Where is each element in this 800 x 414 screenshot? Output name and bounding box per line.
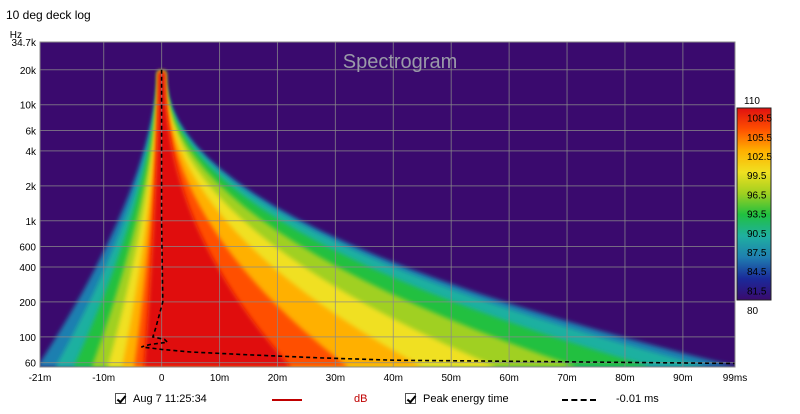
colorbar-max-label: 110	[744, 96, 760, 107]
x-tick-label: 60m	[499, 373, 518, 384]
peak-energy-checkbox[interactable]	[405, 393, 416, 404]
heat-band	[144, 71, 291, 367]
y-tick-label: 10k	[20, 101, 37, 112]
colorbar-min-label: 80	[747, 306, 759, 317]
peak-line-swatch	[562, 399, 596, 401]
colorbar	[736, 107, 772, 301]
colorbar-tick-label: 84.5	[747, 267, 767, 278]
x-tick-label: 30m	[326, 373, 345, 384]
colorbar-tick-label: 93.5	[747, 210, 767, 221]
series-visibility-checkbox[interactable]	[115, 393, 126, 404]
window-title: 10 deg deck log	[6, 8, 91, 22]
y-tick-label: 20k	[20, 66, 37, 77]
y-tick-label: 600	[19, 243, 36, 254]
grid-lines	[40, 42, 735, 367]
x-tick-label: -21m	[29, 373, 52, 384]
legend-bar: Aug 7 11:25:34 dB Peak energy time -0.01…	[0, 388, 800, 412]
x-tick-label: 80m	[615, 373, 634, 384]
peak-energy-value: -0.01 ms	[616, 393, 659, 405]
y-tick-label: 2k	[25, 182, 37, 193]
colorbar-ticks: 108.5 105.5 102.5 99.5 96.5 93.5 90.5 87.5 84.5 8…	[747, 114, 772, 298]
colorbar-tick-label: 90.5	[747, 229, 767, 240]
x-tick-label: -10m	[92, 373, 115, 384]
y-axis-ticks: 60 100 200 400 600 1k 2k 4k 6k 10k 20k 34.7k	[12, 38, 37, 370]
x-axis-ticks: -21m -10m 0 10m 20m 30m 40m 50m 60m 70m 80m 90m 99ms	[29, 373, 748, 384]
x-tick-label: 40m	[384, 373, 403, 384]
peak-energy-curve	[141, 69, 735, 365]
x-tick-label: 99ms	[723, 373, 747, 384]
y-tick-label: 6k	[25, 126, 37, 137]
series-line-swatch	[272, 399, 302, 401]
colorbar-tick-label: 105.5	[747, 133, 772, 144]
colorbar-tick-label: 81.5	[747, 286, 767, 297]
spectrogram-heatmap	[40, 71, 735, 367]
y-axis-unit-label: Hz	[10, 30, 22, 41]
chart-title: Spectrogram	[343, 51, 458, 73]
y-tick-label: 4k	[25, 147, 37, 158]
x-tick-label: 20m	[268, 373, 287, 384]
spectrogram-chart[interactable]: Spectrogram Hz 60 100 200 400 600 1k 2k 4k 6k 10k…	[0, 0, 800, 388]
units-label: dB	[354, 393, 368, 405]
x-tick-label: 70m	[557, 373, 576, 384]
colorbar-tick-label: 87.5	[747, 248, 767, 259]
colorbar-tick-label: 96.5	[747, 190, 767, 201]
colorbar-tick-label: 102.5	[747, 152, 772, 163]
x-tick-label: 10m	[210, 373, 229, 384]
plot-border	[39, 41, 736, 368]
y-tick-label: 60	[25, 359, 37, 370]
y-tick-label: 100	[19, 333, 36, 344]
x-tick-label: 50m	[441, 373, 460, 384]
colorbar-tick-label: 108.5	[747, 114, 772, 125]
colorbar-tick-label: 99.5	[747, 171, 767, 182]
x-tick-label: 0	[159, 373, 165, 384]
x-tick-label: 90m	[673, 373, 692, 384]
y-tick-label: 200	[19, 298, 36, 309]
y-tick-label: 400	[19, 263, 36, 274]
series-label: Aug 7 11:25:34	[133, 393, 207, 405]
y-tick-label: 34.7k	[12, 38, 37, 49]
peak-energy-label: Peak energy time	[423, 393, 509, 405]
y-tick-label: 1k	[25, 217, 37, 228]
